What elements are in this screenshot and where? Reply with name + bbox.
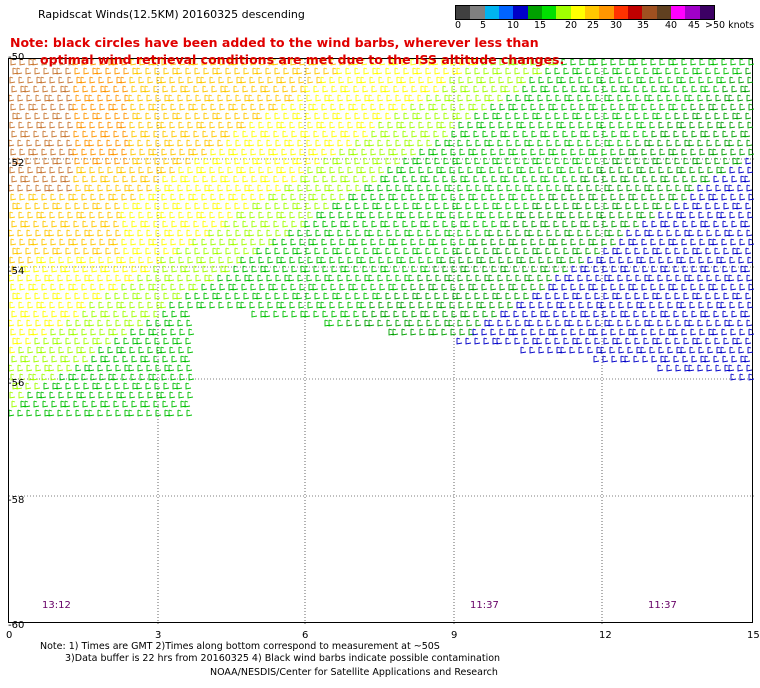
- y-axis-label: -54: [8, 266, 25, 277]
- footer-note-1: Note: 1) Times are GMT 2)Times along bot…: [40, 641, 440, 652]
- colorbar-label: 5: [480, 20, 487, 31]
- wind-barb-group: [456, 157, 754, 381]
- colorbar-swatch: [670, 6, 686, 19]
- colorbar-swatch: [699, 6, 714, 19]
- wind-barb-group: [9, 59, 559, 408]
- colorbar-label: 15: [534, 20, 547, 31]
- colorbar-label: 35: [637, 20, 650, 31]
- colorbar-label: 25: [587, 20, 600, 31]
- x-axis-label: 12: [599, 630, 612, 641]
- time-label: 11:37: [470, 600, 499, 611]
- colorbar-swatch: [484, 6, 499, 19]
- colorbar-swatch: [570, 6, 585, 19]
- wind-barb-group: [9, 59, 75, 192]
- colorbar-label: 40: [665, 20, 678, 31]
- colorbar-swatch: [498, 6, 514, 19]
- x-axis-label: 9: [451, 630, 458, 641]
- wind-barb-group: [346, 67, 754, 336]
- note-line-1: Note: black circles have been added to t…: [10, 35, 539, 50]
- colorbar-label: 10: [507, 20, 520, 31]
- colorbar-swatch: [656, 6, 671, 19]
- note-line-2: optimal wind retrieval conditions are me…: [40, 52, 565, 67]
- colorbar-swatch: [456, 6, 471, 19]
- map-plot-area: [8, 58, 754, 624]
- colorbar-swatch: [556, 6, 571, 19]
- x-axis-label: 6: [302, 630, 309, 641]
- wind-speed-colorbar: [455, 5, 715, 20]
- footer-credit: NOAA/NESDIS/Center for Satellite Applica…: [210, 667, 498, 678]
- x-axis-label: 0: [6, 630, 13, 641]
- footer-note-2: 3)Data buffer is 22 hrs from 20160325 4)…: [65, 653, 501, 664]
- colorbar-labels: 0 5 10 15 20 25 30 35 40 45 >50 knots: [455, 20, 760, 34]
- wind-barb-group: [9, 59, 754, 417]
- colorbar-label: 20: [565, 20, 578, 31]
- wind-barb-group: [9, 59, 355, 273]
- time-label: 11:37: [648, 600, 677, 611]
- y-axis-label: -50: [8, 52, 25, 63]
- colorbar-swatch: [627, 6, 643, 19]
- colorbar-swatch: [584, 6, 600, 19]
- wind-barbs: [9, 59, 754, 417]
- colorbar-swatch: [541, 6, 557, 19]
- wind-barb-field: [9, 59, 754, 624]
- colorbar-label: >50 knots: [705, 20, 755, 31]
- time-label: 13:12: [42, 600, 71, 611]
- wind-barb-group: [72, 59, 131, 165]
- colorbar-swatch: [685, 6, 700, 19]
- colorbar-swatch: [613, 6, 628, 19]
- colorbar-swatch: [513, 6, 528, 19]
- colorbar-swatch: [470, 6, 485, 19]
- colorbar-label: 0: [455, 20, 462, 31]
- y-axis-label: -52: [8, 158, 25, 169]
- colorbar-label: 30: [610, 20, 623, 31]
- colorbar-swatch: [642, 6, 657, 19]
- colorbar-label: 45: [688, 20, 701, 31]
- x-axis-label: 15: [747, 630, 760, 641]
- colorbar-swatch: [599, 6, 614, 19]
- y-axis-label: -60: [8, 620, 25, 631]
- x-axis-label: 3: [155, 630, 162, 641]
- map-title: Rapidscat Winds(12.5KM) 20160325 descend…: [38, 8, 305, 21]
- colorbar-swatch: [527, 6, 542, 19]
- y-axis-label: -56: [8, 378, 25, 389]
- y-axis-label: -58: [8, 495, 25, 506]
- wind-barb-group: [9, 59, 479, 354]
